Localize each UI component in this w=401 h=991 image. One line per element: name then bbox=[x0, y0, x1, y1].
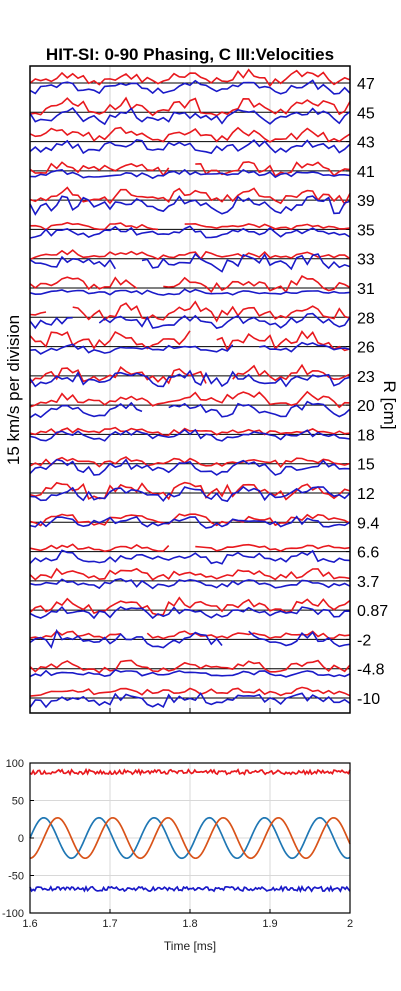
r-label: -2 bbox=[357, 632, 371, 649]
bottom-y-tick-label: -50 bbox=[8, 871, 24, 883]
r-label: 31 bbox=[357, 281, 375, 298]
velocity-trace bbox=[29, 275, 351, 294]
velocity-trace bbox=[29, 549, 351, 565]
bottom-y-tick-label: 100 bbox=[6, 758, 24, 770]
bottom-y-tick-label: 50 bbox=[12, 796, 24, 808]
r-label: 12 bbox=[357, 486, 375, 503]
r-labels: 47 45 43 41 39 35 33 31 28 26 23 20 18 15 12 9.4 6.6 3.7 0… bbox=[357, 76, 388, 708]
velocity-trace bbox=[29, 300, 351, 323]
r-label: 35 bbox=[357, 222, 375, 239]
velocity-trace bbox=[29, 126, 351, 143]
bottom-panel-grid bbox=[29, 762, 351, 914]
velocity-trace bbox=[29, 288, 351, 296]
r-label: 45 bbox=[357, 105, 375, 122]
velocity-trace bbox=[29, 481, 351, 501]
r-label: 39 bbox=[357, 193, 375, 210]
bottom-x-tick-label: 1.7 bbox=[102, 918, 117, 930]
r-label: 3.7 bbox=[357, 574, 379, 591]
velocity-trace bbox=[29, 186, 351, 206]
bottom-series-line bbox=[29, 884, 351, 894]
velocity-trace bbox=[29, 252, 351, 273]
bottom-x-tick-label: 1.9 bbox=[262, 918, 277, 930]
r-label: 6.6 bbox=[357, 545, 379, 562]
bottom-y-tick-label: 0 bbox=[18, 833, 24, 845]
velocity-trace bbox=[29, 249, 351, 261]
velocity-trace bbox=[29, 543, 351, 553]
bottom-series-line bbox=[29, 816, 351, 860]
r-label: 0.87 bbox=[357, 603, 388, 620]
velocity-trace bbox=[29, 400, 351, 419]
r-label: 47 bbox=[357, 76, 375, 93]
bottom-x-tick-label: 1.6 bbox=[22, 918, 37, 930]
velocity-trace bbox=[29, 341, 351, 355]
velocity-trace bbox=[29, 428, 351, 442]
velocity-trace bbox=[29, 79, 351, 95]
velocity-trace bbox=[29, 107, 351, 126]
chart-title: HIT-SI: 0-90 Phasing, C III:Velocities bbox=[46, 45, 334, 64]
velocity-trace bbox=[29, 515, 351, 529]
top-panel-grid bbox=[30, 66, 350, 713]
r-label: -10 bbox=[357, 691, 380, 708]
bottom-y-tick-label: -100 bbox=[2, 908, 24, 920]
r-label: 43 bbox=[357, 135, 375, 152]
velocity-trace bbox=[29, 577, 351, 590]
bottom-series-line bbox=[29, 767, 351, 777]
velocity-trace bbox=[29, 458, 351, 476]
velocity-trace bbox=[29, 456, 351, 469]
velocity-trace bbox=[29, 138, 351, 155]
bottom-series-line bbox=[29, 816, 351, 860]
r-label: 41 bbox=[357, 164, 375, 181]
velocity-trace bbox=[29, 68, 351, 88]
velocity-trace bbox=[29, 485, 351, 503]
r-label: 23 bbox=[357, 369, 375, 386]
r-label: 9.4 bbox=[357, 515, 379, 532]
top-panel-series bbox=[29, 68, 351, 709]
bottom-panel-ticks: 1.6 1.7 1.8 1.9 2 100 50 0 -50 -100 bbox=[2, 758, 353, 930]
velocity-trace bbox=[29, 221, 351, 231]
velocity-trace bbox=[29, 567, 351, 581]
velocity-trace bbox=[29, 168, 351, 180]
top-panel-x-ticks bbox=[109, 708, 271, 713]
velocity-trace bbox=[29, 312, 351, 330]
bottom-x-tick-label: 1.8 bbox=[182, 918, 197, 930]
velocity-trace bbox=[29, 668, 351, 678]
r-label: 15 bbox=[357, 457, 375, 474]
r-label: -4.8 bbox=[357, 662, 385, 679]
velocity-trace bbox=[29, 96, 351, 117]
velocity-trace bbox=[29, 390, 351, 409]
velocity-trace bbox=[29, 596, 351, 616]
y-axis-label: 15 km/s per division bbox=[4, 315, 23, 465]
r-label: 28 bbox=[357, 310, 375, 327]
velocity-trace bbox=[29, 605, 351, 620]
r-axis-label: R [cm] bbox=[380, 380, 399, 429]
r-label: 33 bbox=[357, 252, 375, 269]
velocity-trace bbox=[29, 426, 351, 437]
r-label: 20 bbox=[357, 398, 375, 415]
velocity-trace bbox=[29, 659, 351, 674]
r-label: 18 bbox=[357, 427, 375, 444]
bottom-x-tick-label: 2 bbox=[347, 918, 353, 930]
x-axis-label: Time [ms] bbox=[164, 939, 216, 953]
velocity-trace bbox=[29, 686, 351, 697]
velocity-trace bbox=[29, 225, 351, 239]
bottom-panel-series bbox=[29, 767, 351, 894]
velocity-trace bbox=[29, 691, 351, 709]
velocity-trace bbox=[29, 369, 351, 388]
velocity-trace bbox=[29, 513, 351, 527]
r-label: 26 bbox=[357, 340, 375, 357]
velocity-trace bbox=[29, 628, 351, 649]
velocity-trace bbox=[29, 195, 351, 216]
velocity-trace bbox=[29, 330, 351, 352]
